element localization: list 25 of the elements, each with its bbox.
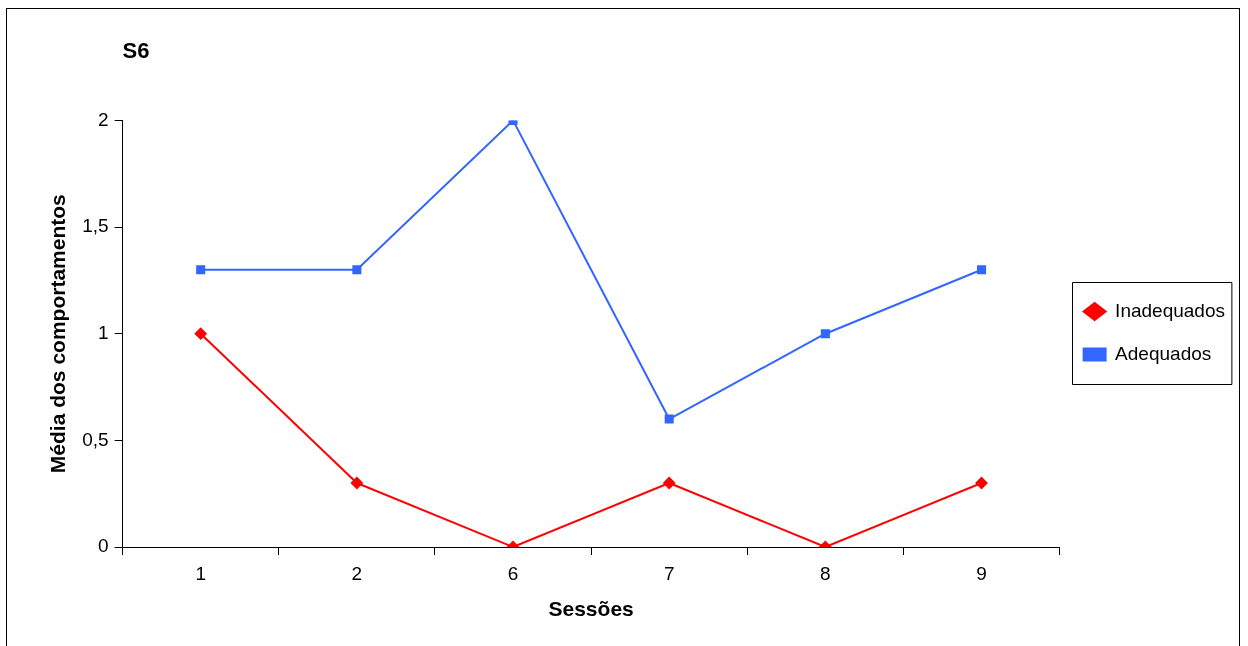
point: [352, 265, 362, 275]
x-tick-label: 6: [507, 562, 519, 584]
point: [977, 265, 987, 275]
point: [194, 327, 207, 340]
point: [663, 477, 676, 490]
point: [196, 265, 206, 275]
y-axis-title: Média dos comportamentos: [46, 194, 70, 474]
point: [975, 477, 988, 490]
x-tick-label: 7: [663, 562, 675, 584]
point: [350, 477, 363, 490]
y-tick-label: 0,5: [82, 428, 109, 450]
point: [664, 414, 674, 424]
x-tick-label: 8: [820, 562, 831, 584]
x-axis-title: Sessões: [548, 597, 634, 621]
y-tick-label: 1,5: [82, 215, 109, 237]
y-tick-label: 1: [98, 321, 109, 343]
point: [820, 329, 830, 339]
y-tick-label: 2: [98, 108, 109, 130]
x-tick-label: 1: [195, 562, 206, 584]
chart-title: S6: [122, 38, 150, 64]
y-tick-label: 0: [98, 535, 109, 557]
legend-label: Inadequados: [1115, 299, 1226, 321]
x-tick-label: 9: [976, 562, 987, 584]
x-tick-label: 2: [351, 562, 363, 584]
legend-label: Adequados: [1115, 342, 1212, 364]
